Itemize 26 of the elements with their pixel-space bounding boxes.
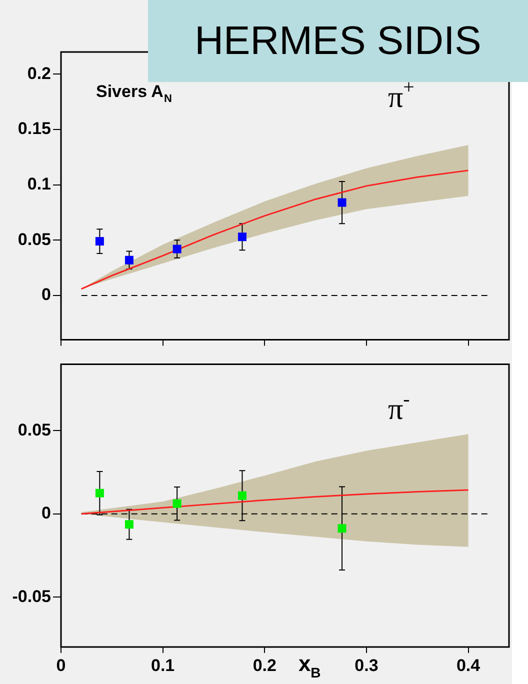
point <box>172 244 182 254</box>
y-tick-label: 0.05 <box>18 230 51 249</box>
y-tick-label: -0.05 <box>12 586 51 606</box>
point <box>95 237 104 246</box>
point <box>238 232 246 242</box>
y-tick-label: 0.15 <box>18 119 51 138</box>
point <box>338 198 346 207</box>
x-tick-label: 0.4 <box>456 656 481 675</box>
point <box>124 520 134 529</box>
y-tick-label: 0.1 <box>27 174 51 194</box>
x-tick-label: 0.1 <box>151 656 175 675</box>
point <box>338 524 346 533</box>
annotation: π- <box>388 388 410 426</box>
y-tick-label: 0.05 <box>18 420 51 440</box>
annotation: π+ <box>388 76 414 114</box>
y-tick-label: 0 <box>42 504 51 523</box>
point <box>124 256 134 264</box>
x-tick-label: 0.2 <box>252 656 276 675</box>
point <box>238 491 246 500</box>
y-tick-label: 0 <box>42 285 51 304</box>
x-tick-label: 0 <box>56 656 66 675</box>
x-tick-label: 0.3 <box>354 656 378 675</box>
point <box>95 488 104 498</box>
point <box>172 499 182 508</box>
y-tick-label: 0.2 <box>27 64 51 83</box>
chart-title: HERMES SIDIS <box>194 18 482 62</box>
